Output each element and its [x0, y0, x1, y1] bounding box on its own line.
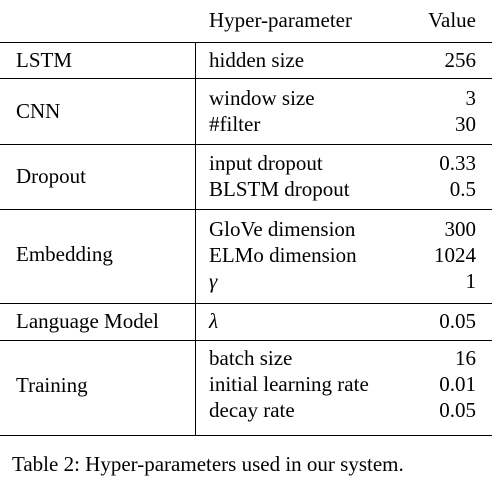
bottom-rule [0, 435, 492, 436]
column-divider [195, 145, 196, 209]
group-rule [0, 303, 492, 304]
param-value: 0.33 [439, 151, 476, 175]
param-value: 1 [465, 269, 477, 293]
column-divider [195, 210, 196, 303]
group-name: Dropout [16, 164, 86, 188]
group-rule [0, 340, 492, 341]
group-name: Training [16, 373, 88, 397]
group-dropout: Dropout input dropout 0.33 BLSTM dropout… [0, 145, 492, 209]
param-name-lambda: λ [209, 309, 219, 333]
column-divider [195, 304, 196, 340]
param-name: initial learning rate [209, 372, 369, 396]
group-name: Embedding [16, 242, 113, 266]
group-training: Training batch size 16 initial learning … [0, 341, 492, 435]
param-value: 0.05 [439, 309, 476, 333]
table-row: window size 3 [0, 86, 492, 112]
header-hyper-parameter: Hyper-parameter [209, 8, 352, 32]
group-name: Language Model [16, 309, 159, 333]
table-row: initial learning rate 0.01 [0, 372, 492, 398]
param-name: decay rate [209, 398, 295, 422]
table-row: GloVe dimension 300 [0, 217, 492, 243]
param-name: input dropout [209, 151, 323, 175]
table-row: batch size 16 [0, 346, 492, 372]
param-value: 3 [465, 86, 477, 110]
param-value: 0.05 [439, 398, 476, 422]
column-divider [195, 341, 196, 435]
table-row: #filter 30 [0, 112, 492, 138]
param-value: 300 [444, 217, 477, 241]
param-name-gamma: γ [209, 269, 218, 293]
table-row: hidden size 256 [0, 48, 492, 74]
header-rule [0, 42, 492, 43]
group-rule [0, 144, 492, 145]
table-row: γ 1 [0, 269, 492, 295]
table-caption: Table 2: Hyper-parameters used in our sy… [12, 452, 404, 476]
table-header: Hyper-parameter Value [0, 0, 492, 42]
group-name: CNN [16, 99, 61, 123]
param-value: 16 [455, 346, 476, 370]
group-language-model: Language Model λ 0.05 [0, 304, 492, 340]
table-row: input dropout 0.33 [0, 151, 492, 177]
param-name: ELMo dimension [209, 243, 357, 267]
param-value: 1024 [434, 243, 476, 267]
param-value: 30 [455, 112, 476, 136]
table-row: BLSTM dropout 0.5 [0, 177, 492, 203]
param-value: 0.5 [449, 177, 476, 201]
param-name: hidden size [209, 48, 305, 72]
param-name: window size [209, 86, 315, 110]
group-embedding: Embedding GloVe dimension 300 ELMo dimen… [0, 210, 492, 303]
table-row: decay rate 0.05 [0, 398, 492, 424]
group-rule [0, 209, 492, 210]
header-value: Value [428, 8, 476, 32]
hyperparameter-table: Hyper-parameter Value LSTM hidden size 2… [0, 0, 492, 436]
group-rule [0, 78, 492, 79]
param-name: #filter [209, 112, 261, 136]
param-name: BLSTM dropout [209, 177, 350, 201]
group-cnn: CNN window size 3 #filter 30 [0, 79, 492, 144]
table-row: ELMo dimension 1024 [0, 243, 492, 269]
column-divider [195, 43, 196, 78]
table-row: λ 0.05 [0, 309, 492, 335]
param-value: 0.01 [439, 372, 476, 396]
group-name: LSTM [16, 48, 73, 72]
param-name: batch size [209, 346, 293, 370]
column-divider [195, 79, 196, 144]
param-value: 256 [444, 48, 477, 72]
group-lstm: LSTM hidden size 256 [0, 43, 492, 78]
param-name: GloVe dimension [209, 217, 356, 241]
